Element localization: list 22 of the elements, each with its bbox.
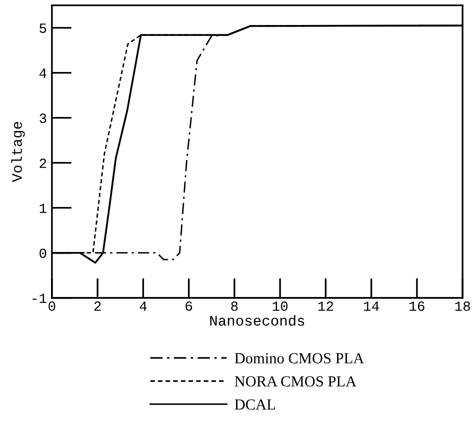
x-tick-label: 4 [140,302,147,311]
x-tick-label: 8 [231,301,238,311]
y-tick-label: 2 [40,158,46,168]
y-tick-label: 4 [39,68,46,78]
y-tick-label: 5 [40,24,46,33]
x-tick-label: 2 [94,301,101,311]
legend-label: DCAL [234,399,275,410]
y-axis-title: Voltage [11,122,25,182]
legend-label: Domino CMOS PLA [234,353,364,364]
x-axis-title: Nanoseconds [210,314,304,326]
x-tick-label: 16 [410,301,424,311]
x-tick-label: 6 [186,301,192,311]
x-tick-label: 12 [318,301,334,311]
x-tick-label: 10 [272,301,288,311]
y-tick-label: 3 [40,114,46,123]
x-tick-label: 18 [455,301,470,311]
x-tick-label: 0 [48,301,56,311]
legend-label: NORA CMOS PLA [234,376,356,387]
y-tick-label: 1 [40,204,46,213]
y-tick-label: -1 [32,294,46,303]
y-tick-label: 0 [40,248,46,258]
x-tick-label: 14 [364,302,379,311]
